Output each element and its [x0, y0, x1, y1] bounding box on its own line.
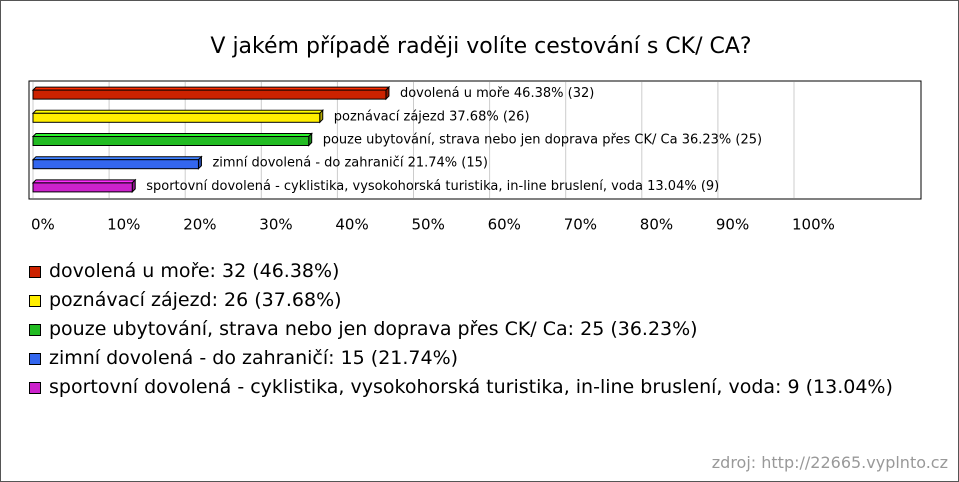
- x-tick-label: 20%: [183, 216, 216, 234]
- data-label: zimní dovolená - do zahraničí 21.74% (15…: [212, 156, 488, 171]
- bar: [31, 109, 324, 124]
- legend: dovolená u moře: 32 (46.38%) poznávací zá…: [29, 257, 909, 402]
- legend-item: zimní dovolená - do zahraničí: 15 (21.74…: [29, 344, 909, 373]
- legend-label: poznávací zájezd: 26 (37.68%): [49, 289, 342, 311]
- data-label: pouze ubytování, strava nebo jen doprava…: [323, 133, 762, 148]
- legend-item: sportovní dovolená - cyklistika, vysokoh…: [29, 373, 909, 402]
- x-tick-label: 40%: [335, 216, 368, 234]
- x-tick-label: 60%: [488, 216, 521, 234]
- legend-swatch: [29, 266, 41, 278]
- legend-label: dovolená u moře: 32 (46.38%): [49, 260, 340, 282]
- x-tick-label: 80%: [640, 216, 673, 234]
- x-tick-label: 10%: [107, 216, 140, 234]
- x-tick-label: 0%: [31, 216, 55, 234]
- data-label: sportovní dovolená - cyklistika, vysokoh…: [146, 179, 719, 194]
- chart-title: V jakém případě raději volíte cestování …: [210, 34, 751, 59]
- data-label: dovolená u moře 46.38% (32): [400, 86, 594, 101]
- x-tick-label: 100%: [792, 216, 835, 234]
- bar: [31, 85, 391, 101]
- x-tick-label: 50%: [412, 216, 445, 234]
- legend-label: pouze ubytování, strava nebo jen doprava…: [49, 318, 698, 340]
- legend-swatch: [29, 295, 41, 307]
- bar: [31, 178, 137, 194]
- legend-label: sportovní dovolená - cyklistika, vysokoh…: [49, 376, 893, 398]
- bar: [31, 132, 313, 147]
- x-tick-label: 30%: [259, 216, 292, 234]
- legend-label: zimní dovolená - do zahraničí: 15 (21.74…: [49, 347, 459, 369]
- plot: V jakém případě raději volíte cestování …: [28, 34, 922, 234]
- x-tick-label: 70%: [564, 216, 597, 234]
- legend-swatch: [29, 382, 41, 394]
- bar: [31, 155, 203, 170]
- legend-item: poznávací zájezd: 26 (37.68%): [29, 286, 909, 315]
- legend-swatch: [29, 324, 41, 336]
- data-label: poznávací zájezd 37.68% (26): [334, 109, 530, 124]
- legend-item: pouze ubytování, strava nebo jen doprava…: [29, 315, 909, 344]
- legend-item: dovolená u moře: 32 (46.38%): [29, 257, 909, 286]
- legend-swatch: [29, 353, 41, 365]
- source: zdroj: http://22665.vyplnto.cz: [711, 453, 948, 472]
- x-tick-label: 90%: [716, 216, 749, 234]
